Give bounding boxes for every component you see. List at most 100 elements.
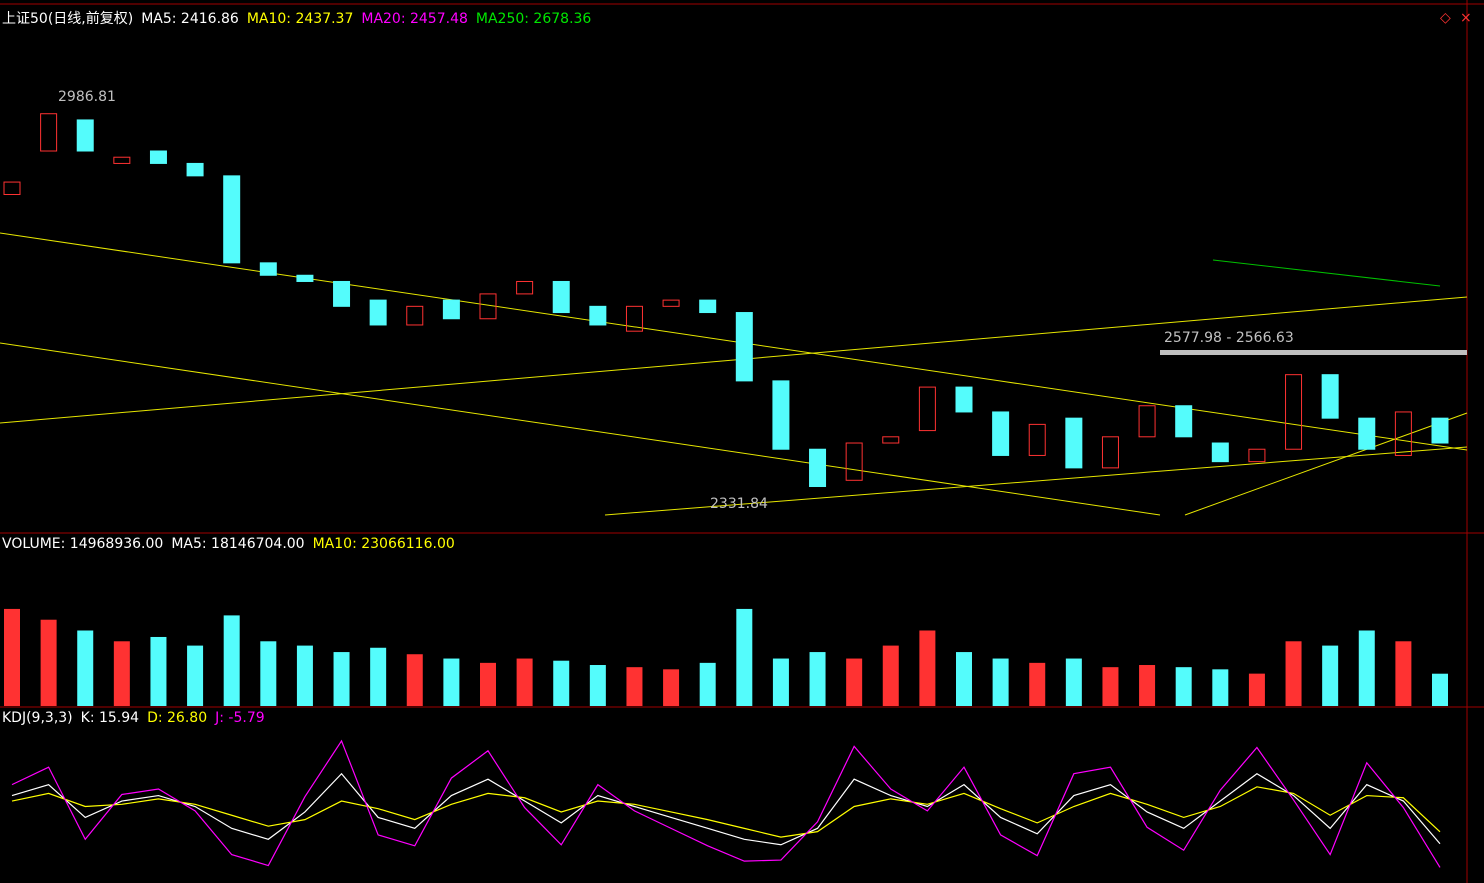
trend-lines bbox=[0, 232, 1468, 516]
candle bbox=[186, 162, 204, 177]
candle bbox=[1065, 417, 1083, 469]
ma250-line bbox=[1212, 259, 1441, 287]
range-bar bbox=[1160, 350, 1467, 355]
candle bbox=[1138, 405, 1156, 438]
candle bbox=[369, 299, 387, 326]
volume-bar bbox=[370, 647, 387, 706]
kdj-line bbox=[11, 786, 1441, 838]
volume-bar bbox=[516, 658, 533, 706]
volume-bar bbox=[1395, 641, 1412, 706]
volume-bar bbox=[772, 658, 789, 706]
candle bbox=[625, 305, 643, 332]
volume-bar bbox=[406, 654, 423, 706]
volume-bar bbox=[809, 652, 826, 706]
indicator: MA5: 18146704.00 bbox=[171, 536, 305, 552]
candle bbox=[918, 386, 936, 432]
kdj-header: KDJ(9,3,3) K: 15.94 D: 26.80 J: -5.79 bbox=[2, 710, 273, 726]
volume-bar bbox=[1285, 641, 1302, 706]
volume-bar bbox=[1029, 662, 1046, 706]
candle bbox=[699, 299, 717, 314]
candle bbox=[3, 181, 21, 195]
volume-bar bbox=[223, 615, 240, 706]
volume-bar bbox=[846, 658, 863, 706]
volume-bar bbox=[113, 641, 130, 706]
kdj-line bbox=[11, 772, 1441, 846]
volume-bar bbox=[150, 636, 167, 706]
candle bbox=[113, 156, 131, 164]
volume-bar bbox=[1358, 630, 1375, 706]
candle bbox=[223, 175, 241, 264]
candle bbox=[992, 411, 1010, 456]
indicator: MA250: 2678.36 bbox=[475, 11, 592, 27]
volume-bar bbox=[1139, 665, 1156, 706]
volume-bar bbox=[1322, 645, 1339, 706]
volume-bar bbox=[443, 658, 460, 706]
indicator: MA10: 23066116.00 bbox=[312, 536, 455, 552]
candle bbox=[1321, 374, 1339, 419]
volume-bar bbox=[1212, 669, 1229, 706]
volume-bar bbox=[553, 660, 570, 706]
candle bbox=[1394, 411, 1412, 456]
volume-bar bbox=[956, 652, 972, 706]
price-header: 上证50(日线,前复权) MA5: 2416.86 MA10: 2437.37 MA2… bbox=[2, 8, 599, 28]
range-label: 2577.98 - 2566.63 bbox=[1164, 330, 1294, 346]
volume-bar bbox=[626, 667, 643, 706]
candle bbox=[333, 280, 351, 307]
volume-bar bbox=[992, 658, 1009, 706]
icon-diamond[interactable]: ◇ bbox=[1440, 10, 1451, 26]
high-label: 2986.81 bbox=[58, 89, 116, 105]
candle bbox=[1175, 405, 1193, 438]
candle bbox=[1248, 448, 1266, 463]
candle bbox=[772, 380, 790, 450]
candle bbox=[149, 150, 167, 164]
candle bbox=[1358, 417, 1376, 450]
volume-bar bbox=[480, 662, 496, 706]
volume-bar bbox=[663, 669, 680, 706]
candle bbox=[1285, 374, 1303, 450]
candle bbox=[589, 305, 607, 326]
candle bbox=[1431, 417, 1449, 444]
candle bbox=[1028, 423, 1046, 456]
candle bbox=[955, 386, 973, 413]
candle bbox=[296, 274, 314, 282]
candle bbox=[552, 280, 570, 314]
icon-close[interactable]: × bbox=[1460, 10, 1472, 26]
candle bbox=[845, 442, 863, 481]
indicator: VOLUME: 14968936.00 bbox=[2, 536, 164, 552]
indicator: K: 15.94 bbox=[80, 710, 140, 726]
volume-bar bbox=[4, 608, 20, 706]
candle bbox=[662, 299, 680, 307]
title: 上证50(日线,前复权) bbox=[2, 11, 134, 27]
candle bbox=[809, 448, 827, 488]
volume-bar bbox=[187, 645, 204, 706]
volume-bar bbox=[882, 645, 899, 706]
indicator: MA20: 2457.48 bbox=[361, 11, 468, 27]
low-label: 2331.84 bbox=[710, 496, 768, 512]
indicator: J: -5.79 bbox=[215, 710, 265, 726]
kdj-line bbox=[11, 739, 1441, 868]
candle bbox=[406, 305, 424, 326]
volume-bar bbox=[1065, 658, 1082, 706]
candle bbox=[259, 262, 277, 276]
volume-bar bbox=[260, 641, 277, 706]
volume-bar bbox=[1248, 673, 1265, 706]
volume-bar bbox=[40, 619, 57, 706]
volume-bar bbox=[296, 645, 313, 706]
volume-bar bbox=[1175, 667, 1192, 706]
candle bbox=[882, 436, 900, 444]
candle bbox=[735, 312, 753, 382]
candle bbox=[1211, 442, 1229, 463]
indicator: MA5: 2416.86 bbox=[141, 11, 239, 27]
volume-bar bbox=[1102, 667, 1119, 706]
indicator: D: 26.80 bbox=[147, 710, 208, 726]
volume-bar bbox=[333, 652, 350, 706]
candle bbox=[40, 113, 58, 152]
candle bbox=[516, 280, 534, 295]
candle bbox=[1101, 436, 1119, 469]
indicator: KDJ(9,3,3) bbox=[2, 710, 73, 726]
volume-bar bbox=[77, 630, 94, 706]
volume-bar bbox=[1432, 673, 1448, 706]
